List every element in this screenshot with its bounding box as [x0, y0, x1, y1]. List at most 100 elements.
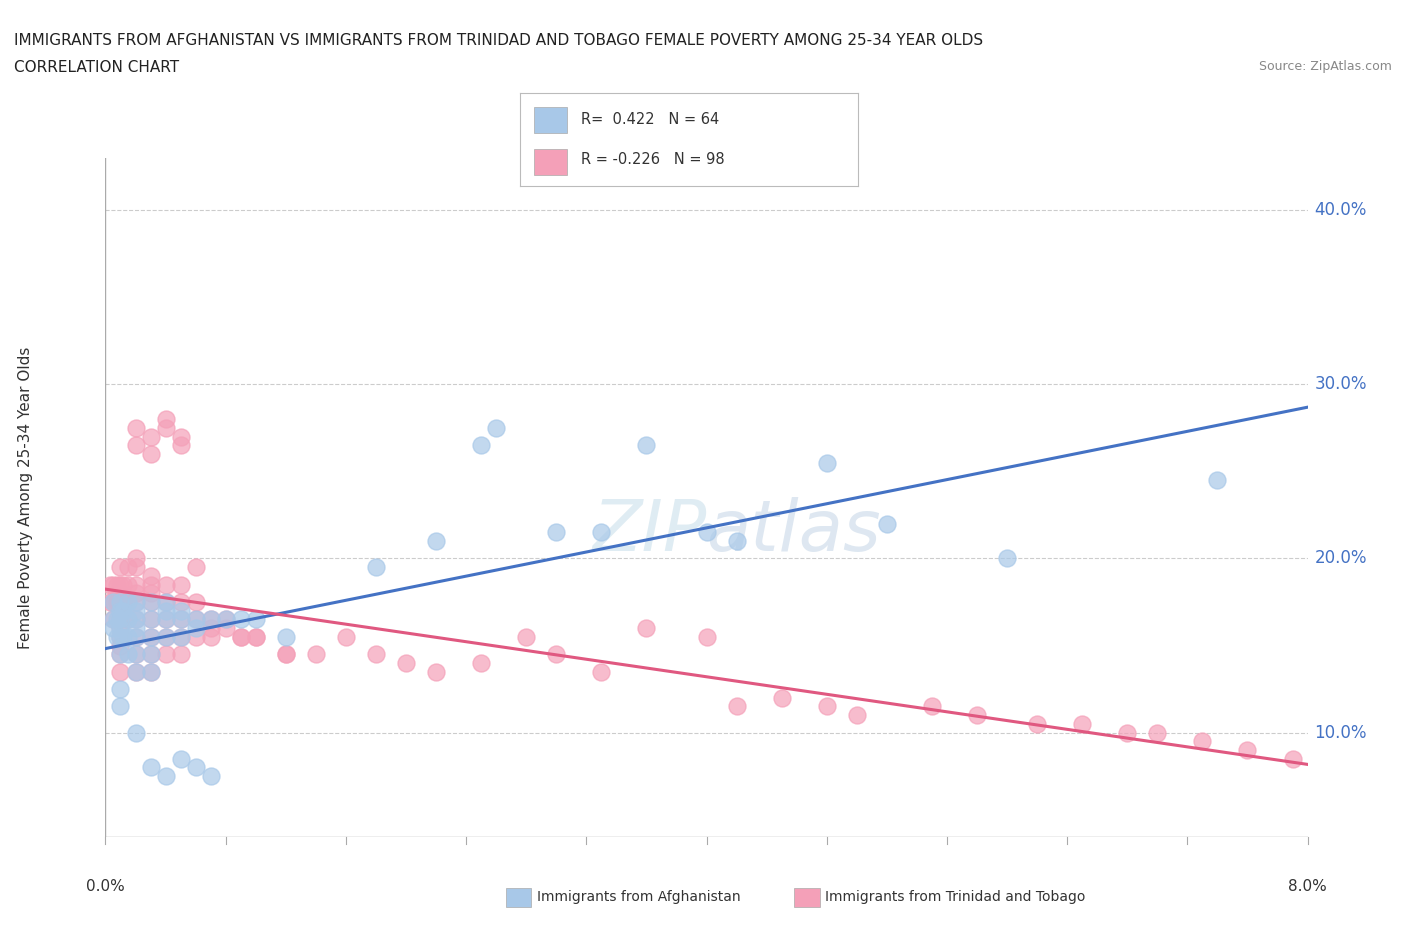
Point: [139, 446, 162, 461]
Point: [117, 560, 139, 575]
Point: [200, 612, 222, 627]
Point: [184, 630, 207, 644]
Point: [124, 560, 146, 575]
Point: [110, 594, 132, 609]
Point: [995, 551, 1018, 566]
Point: [169, 612, 191, 627]
Point: [155, 604, 177, 618]
Point: [335, 630, 357, 644]
Text: R = -0.226   N = 98: R = -0.226 N = 98: [581, 153, 724, 167]
Point: [110, 560, 132, 575]
Point: [155, 420, 177, 435]
Point: [364, 560, 387, 575]
Point: [425, 534, 447, 549]
Point: [636, 438, 658, 453]
Point: [110, 604, 132, 618]
Point: [636, 620, 658, 635]
Point: [245, 630, 267, 644]
Point: [139, 612, 162, 627]
Point: [470, 656, 492, 671]
Point: [110, 604, 132, 618]
Point: [112, 578, 135, 592]
Point: [117, 646, 139, 661]
Point: [107, 578, 129, 592]
Point: [155, 646, 177, 661]
Point: [591, 525, 613, 539]
Point: [515, 630, 537, 644]
Point: [184, 620, 207, 635]
Point: [1236, 742, 1258, 757]
Point: [155, 612, 177, 627]
Point: [139, 568, 162, 583]
Point: [1206, 472, 1229, 487]
Point: [110, 682, 132, 697]
Point: [117, 594, 139, 609]
Point: [112, 594, 135, 609]
Text: 40.0%: 40.0%: [1315, 201, 1367, 219]
Point: [1281, 751, 1303, 766]
Point: [110, 638, 132, 653]
Text: 30.0%: 30.0%: [1315, 376, 1367, 393]
Point: [155, 594, 177, 609]
Point: [139, 630, 162, 644]
Point: [101, 594, 124, 609]
Point: [110, 620, 132, 635]
Point: [200, 612, 222, 627]
Point: [184, 560, 207, 575]
Point: [229, 630, 252, 644]
Text: CORRELATION CHART: CORRELATION CHART: [14, 60, 179, 75]
Point: [591, 664, 613, 679]
Point: [155, 412, 177, 427]
Point: [169, 578, 191, 592]
Point: [274, 646, 297, 661]
Point: [184, 612, 207, 627]
Point: [124, 594, 146, 609]
Point: [124, 630, 146, 644]
Point: [124, 604, 146, 618]
Point: [876, 516, 898, 531]
Point: [184, 594, 207, 609]
Point: [124, 630, 146, 644]
Point: [425, 664, 447, 679]
Point: [169, 630, 191, 644]
Point: [110, 699, 132, 714]
Point: [200, 630, 222, 644]
Point: [139, 594, 162, 609]
Point: [169, 429, 191, 444]
Point: [395, 656, 418, 671]
Point: [107, 630, 129, 644]
Point: [139, 630, 162, 644]
Point: [770, 690, 793, 705]
Point: [155, 630, 177, 644]
Text: Immigrants from Trinidad and Tobago: Immigrants from Trinidad and Tobago: [825, 890, 1085, 905]
Point: [110, 586, 132, 601]
Point: [214, 612, 236, 627]
Text: Immigrants from Afghanistan: Immigrants from Afghanistan: [537, 890, 741, 905]
Point: [110, 630, 132, 644]
Point: [696, 525, 718, 539]
Point: [845, 708, 868, 723]
Point: [110, 664, 132, 679]
Point: [229, 630, 252, 644]
Point: [155, 768, 177, 783]
Point: [274, 646, 297, 661]
Point: [169, 612, 191, 627]
Point: [1071, 716, 1094, 731]
Text: Female Poverty Among 25-34 Year Olds: Female Poverty Among 25-34 Year Olds: [18, 346, 32, 649]
Point: [107, 594, 129, 609]
Bar: [534, 149, 568, 175]
Text: 10.0%: 10.0%: [1315, 724, 1367, 741]
Point: [169, 646, 191, 661]
Point: [169, 594, 191, 609]
Point: [117, 578, 139, 592]
Point: [155, 578, 177, 592]
Point: [98, 594, 121, 609]
Point: [117, 612, 139, 627]
Point: [214, 612, 236, 627]
Point: [101, 612, 124, 627]
Point: [139, 429, 162, 444]
Point: [200, 768, 222, 783]
Point: [139, 586, 162, 601]
Point: [184, 760, 207, 775]
Point: [139, 646, 162, 661]
